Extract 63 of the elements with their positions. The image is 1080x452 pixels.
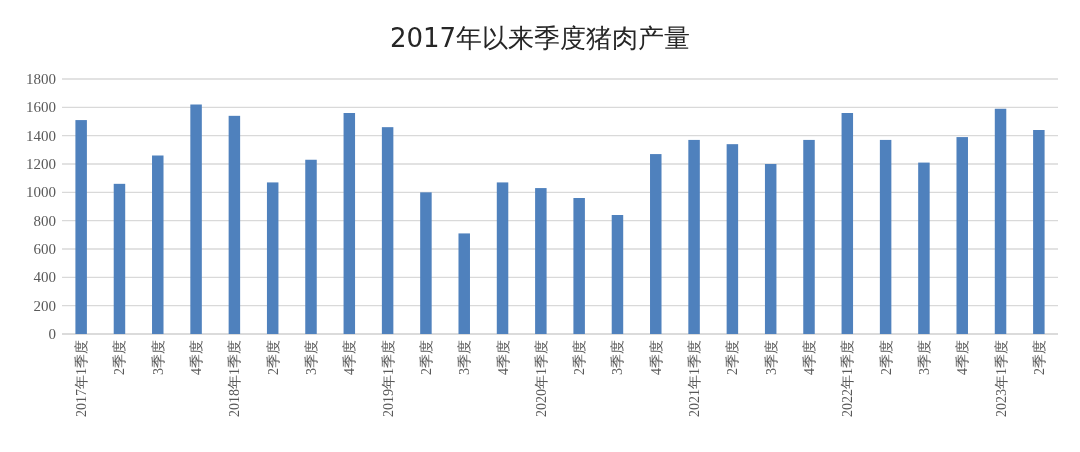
x-tick-label: 2季度 [112, 340, 128, 375]
bar [152, 155, 164, 334]
x-tick-label: 4季度 [342, 340, 358, 375]
y-tick-label: 200 [33, 297, 56, 314]
bar [611, 215, 624, 334]
x-tick-label: 4季度 [648, 340, 664, 375]
x-tick-label: 3季度 [763, 340, 779, 375]
x-tick-label: 3季度 [610, 340, 626, 375]
bar [841, 113, 854, 334]
x-tick-label: 2季度 [418, 340, 434, 375]
bar [764, 164, 777, 334]
x-tick-label: 3季度 [150, 340, 166, 375]
bar [113, 183, 126, 334]
x-tick-label: 2020年1季度 [533, 340, 549, 417]
bar [650, 154, 662, 334]
x-tick-label: 2季度 [572, 340, 588, 375]
bar [190, 104, 202, 334]
bar [573, 198, 585, 334]
y-tick-label: 0 [48, 326, 56, 342]
bar [343, 113, 356, 334]
bar [75, 120, 87, 334]
x-tick-label: 3季度 [916, 340, 932, 375]
chart-title: 2017年以来季度猪肉产量 [389, 23, 691, 53]
bar [535, 188, 547, 334]
bar [381, 127, 394, 334]
x-tick-label: 3季度 [304, 340, 319, 375]
bar [879, 139, 892, 334]
x-tick-label: 4季度 [495, 340, 511, 375]
x-tick-label: 2季度 [1031, 340, 1047, 375]
bar [803, 139, 815, 334]
x-tick-label: 2019年1季度 [380, 340, 396, 417]
y-tick-label: 1600 [26, 99, 56, 116]
bar [994, 108, 1007, 334]
y-tick-label: 1400 [26, 127, 56, 144]
y-tick-label: 1000 [26, 184, 56, 201]
bar [458, 233, 470, 334]
bar [1033, 130, 1045, 334]
x-tick-label: 2季度 [725, 340, 741, 375]
y-tick-label: 1200 [26, 156, 56, 172]
x-tick-label: 3季度 [457, 340, 473, 375]
bar [228, 115, 241, 334]
x-tick-label: 2022年1季度 [840, 340, 856, 417]
bar [420, 192, 432, 334]
y-tick-label: 400 [33, 269, 56, 286]
bar [496, 182, 509, 334]
y-tick-label: 1800 [26, 71, 56, 87]
y-tick-label: 800 [33, 212, 56, 229]
bar [726, 144, 739, 334]
bar [918, 162, 930, 334]
bar [956, 137, 968, 334]
bar [305, 159, 317, 334]
x-tick-label: 4季度 [189, 340, 205, 375]
x-tick-label: 4季度 [955, 340, 971, 375]
x-tick-label: 2季度 [878, 340, 894, 375]
x-tick-label: 2021年1季度 [687, 340, 703, 417]
y-tick-label: 600 [33, 241, 56, 257]
x-tick-label: 2018年1季度 [227, 340, 243, 417]
x-tick-label: 2017年1季度 [74, 340, 90, 417]
x-tick-label: 2季度 [265, 340, 281, 375]
bar [266, 182, 279, 334]
x-tick-label: 2023年1季度 [993, 340, 1009, 417]
x-tick-label: 4季度 [802, 340, 817, 375]
bar [688, 139, 700, 334]
